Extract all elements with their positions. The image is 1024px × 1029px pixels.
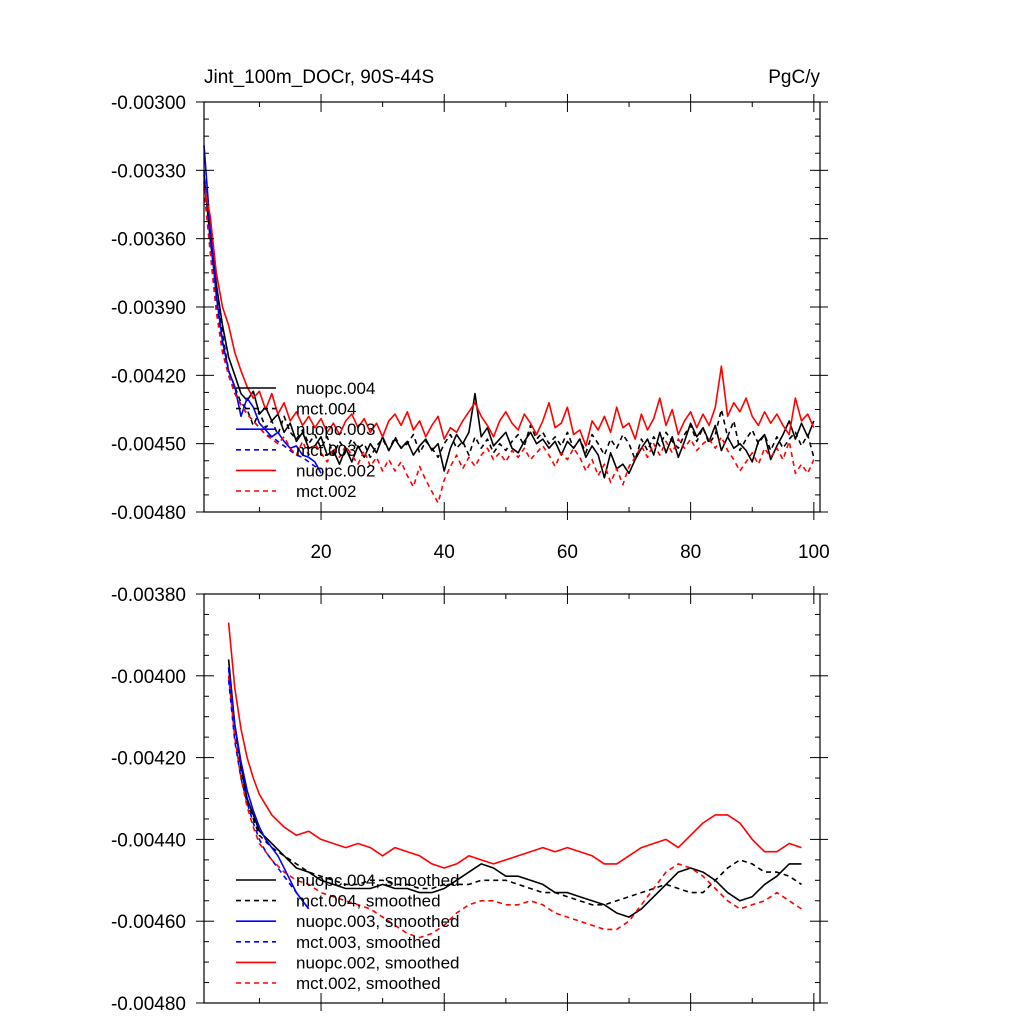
top-ytick-label: -0.00360 xyxy=(111,230,186,251)
bottom-series-line-4 xyxy=(227,622,802,869)
bottom-legend-label-3: mct.003, smoothed xyxy=(296,933,441,952)
top-legend-label-0: nuopc.004 xyxy=(296,379,375,398)
bottom-ytick-label: -0.00460 xyxy=(111,912,186,933)
top-series-line-1 xyxy=(203,174,815,461)
top-legend-label-2: nuopc.003 xyxy=(296,420,375,439)
bottom-axes: -0.00380 -0.00400 -0.00420 -0.00440 -0.00460… xyxy=(111,585,828,1015)
bottom-series-line-1 xyxy=(227,667,802,906)
top-ytick-label: -0.00300 xyxy=(111,93,186,114)
top-xtick-label: 20 xyxy=(310,542,331,563)
top-series-line-0 xyxy=(203,181,815,479)
top-panel-units: PgC/y xyxy=(768,67,820,88)
bottom-ytick-label: -0.00440 xyxy=(111,830,186,851)
top-legend-label-5: mct.002 xyxy=(296,482,356,501)
bottom-ytick-label: -0.00420 xyxy=(111,749,186,770)
top-ytick-label: -0.00420 xyxy=(111,366,186,387)
top-ytick-label: -0.00450 xyxy=(111,435,186,456)
top-series-line-5 xyxy=(203,188,815,504)
top-legend-label-1: mct.004 xyxy=(296,400,356,419)
top-series-line-2 xyxy=(203,145,322,474)
bottom-legend-label-1: mct.004, smoothed xyxy=(296,892,441,911)
top-xtick-label: 100 xyxy=(798,542,830,563)
bottom-ytick-label: -0.00380 xyxy=(111,585,186,606)
bottom-series-line-3 xyxy=(227,679,310,910)
bottom-legend-label-2: nuopc.003, smoothed xyxy=(296,912,460,931)
top-ytick-label: -0.00480 xyxy=(111,503,186,524)
top-panel: Jint_100m_DOCr, 90S-44S PgC/y nuopc.004 m… xyxy=(111,67,830,563)
top-panel-title: Jint_100m_DOCr, 90S-44S xyxy=(204,67,434,88)
bottom-series-layer xyxy=(227,622,802,939)
top-xtick-label: 60 xyxy=(557,542,578,563)
bottom-legend-label-5: mct.002, smoothed xyxy=(296,974,441,993)
bottom-series-line-5 xyxy=(227,675,802,939)
top-ytick-label: -0.00390 xyxy=(111,298,186,319)
bottom-ytick-label: -0.00480 xyxy=(111,994,186,1015)
bottom-series-line-0 xyxy=(227,659,802,918)
top-ytick-label: -0.00330 xyxy=(111,161,186,182)
bottom-legend-label-4: nuopc.002, smoothed xyxy=(296,953,460,972)
top-legend-label-4: nuopc.002 xyxy=(296,461,375,480)
top-legend-label-3: mct.003 xyxy=(296,441,356,460)
top-series-layer xyxy=(203,145,815,504)
top-xtick-label: 40 xyxy=(434,542,455,563)
bottom-ytick-label: -0.00400 xyxy=(111,667,186,688)
top-axes: 20 40 60 80 100 -0.00300 -0.00330 -0.00360 -0.00… xyxy=(111,93,830,563)
top-series-line-4 xyxy=(203,186,815,447)
bottom-legend-label-0: nuopc.004, smoothed xyxy=(296,871,460,890)
top-xtick-label: 80 xyxy=(680,542,701,563)
